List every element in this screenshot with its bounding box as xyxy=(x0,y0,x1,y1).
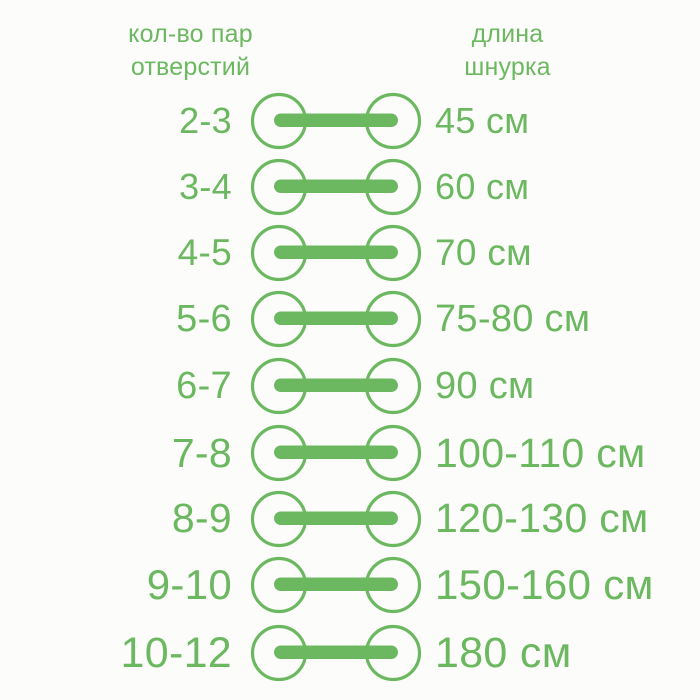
table-row: 4-5 70 см xyxy=(0,220,700,286)
lace-length-value: 70 см xyxy=(435,232,532,273)
lace-length-value: 100-110 см xyxy=(435,429,646,476)
lace-length-value: 45 см xyxy=(435,100,530,141)
table-row: 10-12 180 см xyxy=(0,618,700,688)
shoelace-icon xyxy=(248,288,423,350)
table-row: 3-4 60 см xyxy=(0,154,700,220)
holes-count-value: 5-6 xyxy=(176,297,232,340)
chart-header: кол-во пар отверстий длина шнурка xyxy=(0,0,700,92)
shoelace-icon xyxy=(248,554,423,616)
lace-length-value: 150-160 см xyxy=(435,560,654,608)
lace-length-value: 60 см xyxy=(435,166,530,207)
table-row: 2-3 45 см xyxy=(0,88,700,154)
holes-count-value: 7-8 xyxy=(171,429,232,476)
header-holes-line1: кол-во пар xyxy=(128,20,253,48)
holes-count-value: 6-7 xyxy=(176,364,232,407)
holes-count-value: 4-5 xyxy=(177,232,232,273)
shoelace-icon xyxy=(248,156,423,218)
shoelace-icon xyxy=(248,622,423,684)
lace-length-value: 180 см xyxy=(435,628,572,677)
shoelace-icon xyxy=(248,90,423,152)
header-column-holes: кол-во пар отверстий xyxy=(78,18,303,84)
header-length-line1: длина xyxy=(471,20,544,48)
shoelace-icon xyxy=(248,222,423,284)
chart-rows: 2-3 45 см 3-4 60 см 4-5 70 см 5-6 75-80 см 6-7 90… xyxy=(0,88,700,700)
table-row: 5-6 75-80 см xyxy=(0,286,700,352)
shoelace-icon xyxy=(248,488,423,550)
holes-count-value: 2-3 xyxy=(179,100,232,141)
lace-length-value: 120-130 см xyxy=(435,495,649,541)
shoelace-icon xyxy=(248,355,423,417)
shoelace-icon xyxy=(248,422,423,484)
header-column-length: длина шнурка xyxy=(395,18,620,84)
holes-count-value: 10-12 xyxy=(120,628,232,677)
holes-count-value: 8-9 xyxy=(171,495,232,541)
header-holes-line2: отверстий xyxy=(130,53,251,81)
holes-count-value: 3-4 xyxy=(179,166,232,207)
lace-length-value: 75-80 см xyxy=(435,297,591,340)
holes-count-value: 9-10 xyxy=(146,560,232,608)
table-row: 8-9 120-130 см xyxy=(0,486,700,551)
table-row: 9-10 150-160 см xyxy=(0,551,700,618)
table-row: 6-7 90 см xyxy=(0,352,700,420)
table-row: 7-8 100-110 см xyxy=(0,420,700,486)
lace-length-value: 90 см xyxy=(435,364,535,407)
header-length-line2: шнурка xyxy=(464,53,551,81)
